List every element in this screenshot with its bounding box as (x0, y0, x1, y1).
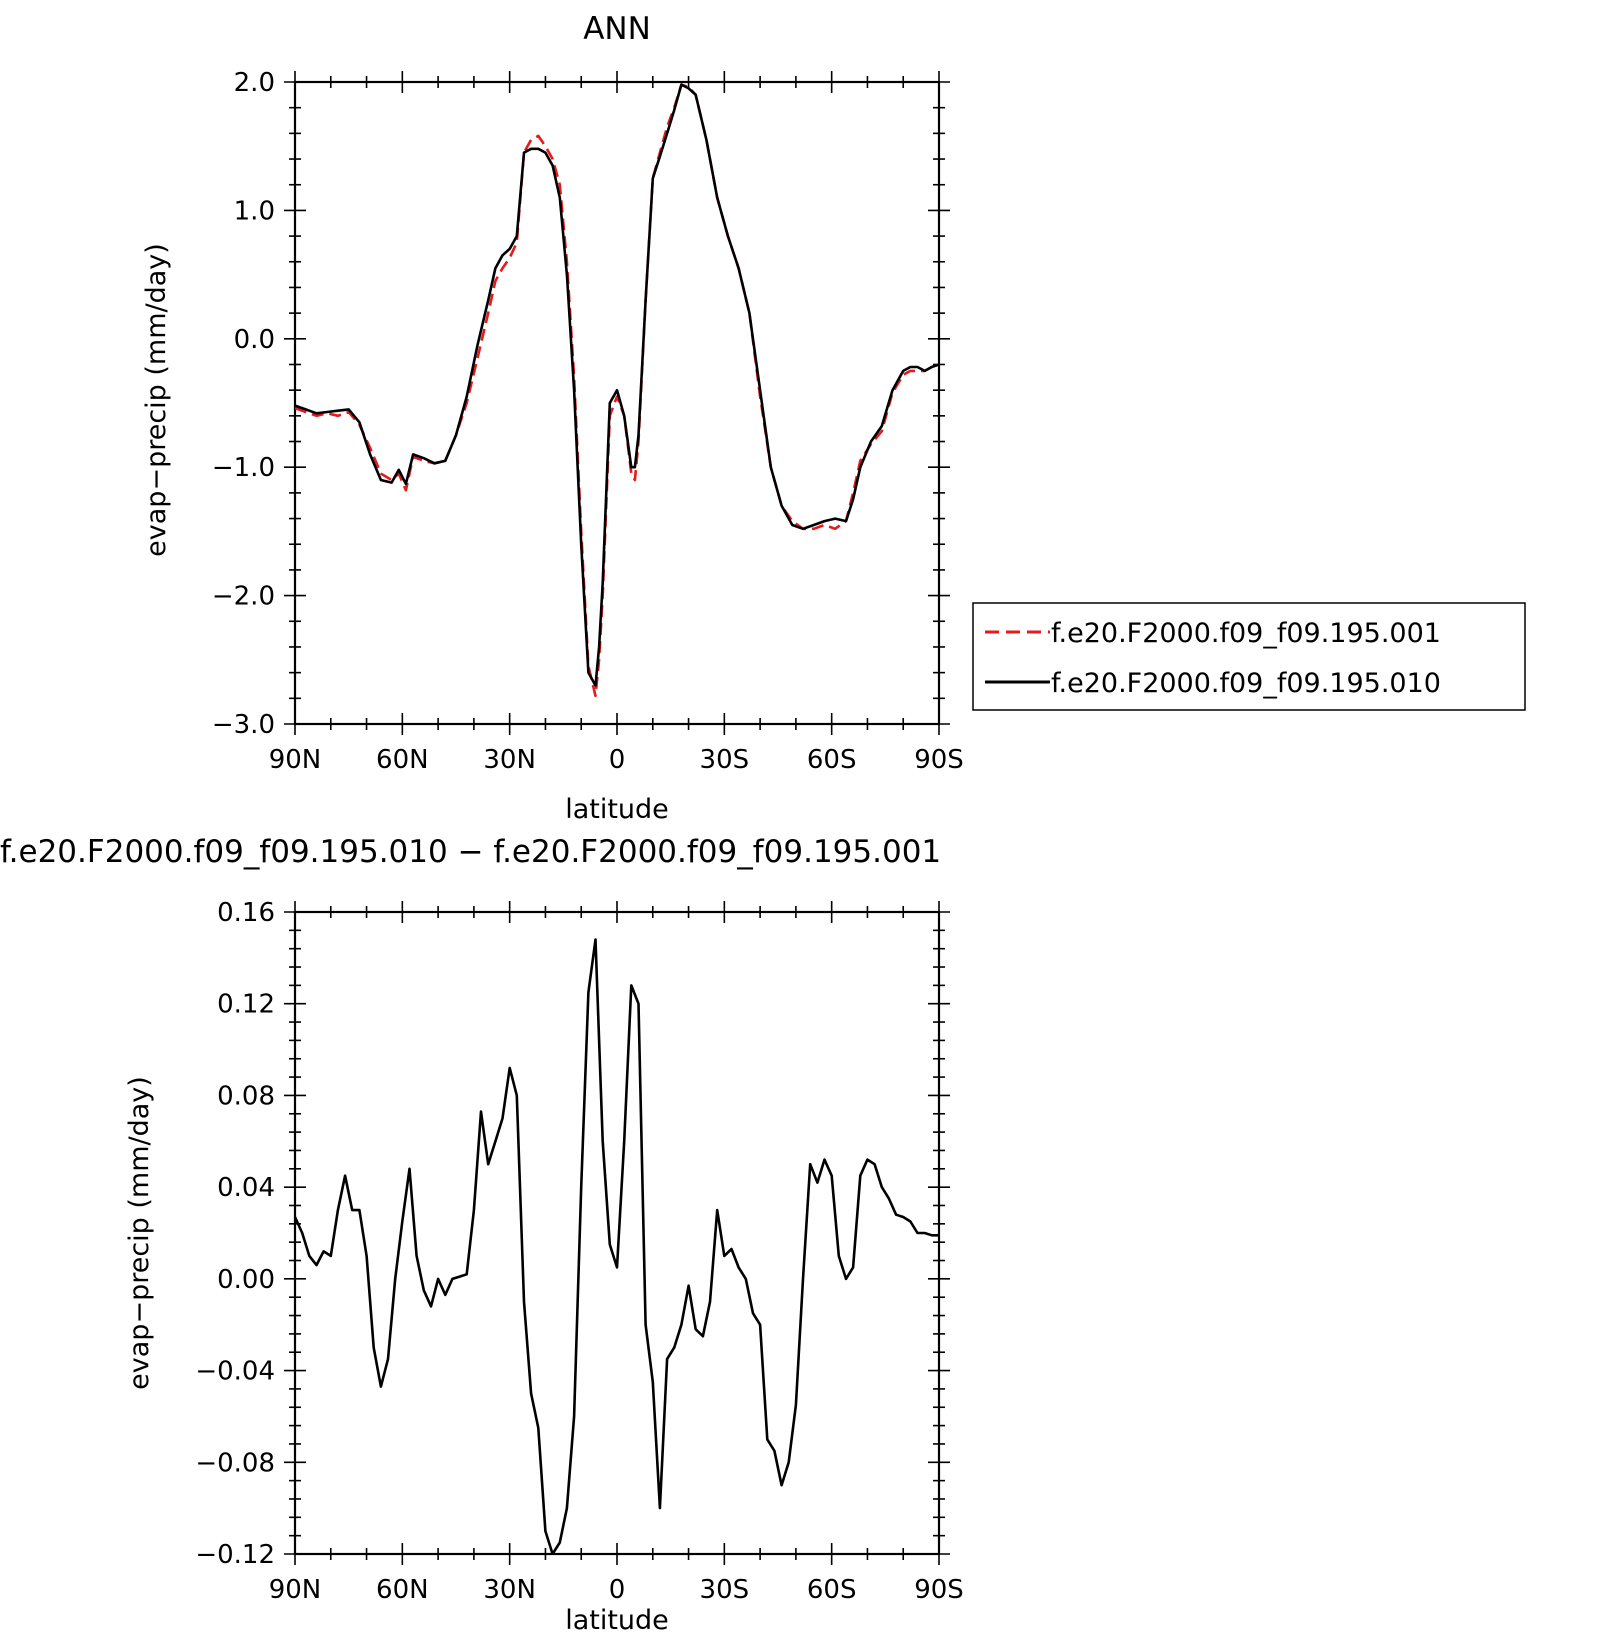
legend-box (972, 602, 1526, 711)
bottom-x-tick-label: 90S (914, 1575, 964, 1605)
top-panel: ANN latitude evap−precip (mm/day) 90N 60N… (141, 11, 1526, 825)
top-x-axis-title: latitude (565, 794, 669, 825)
bottom-plot-frame (293, 910, 941, 1556)
top-x-tick-label: 30N (483, 745, 536, 775)
top-plot-title: ANN (583, 11, 651, 47)
bottom-y-tick-label: 0.04 (217, 1173, 275, 1203)
top-y-tick-label: −2.0 (212, 582, 275, 612)
bottom-y-axis-title: evap−precip (mm/day) (124, 1076, 155, 1390)
top-x-tick-label: 30S (700, 745, 750, 775)
top-y-axis-title: evap−precip (mm/day) (141, 243, 172, 557)
top-y-tick-label: 1.0 (234, 196, 275, 226)
top-y-tick-label: 0.0 (234, 325, 275, 355)
top-x-tick-label: 90S (914, 745, 964, 775)
legend-label-series-001: f.e20.F2000.f09_f09.195.001 (1051, 618, 1441, 649)
bottom-y-tick-label: 0.08 (217, 1081, 275, 1111)
bottom-x-tick-label: 30S (700, 1575, 750, 1605)
bottom-x-tick-label: 60S (807, 1575, 857, 1605)
top-x-tick-label: 60N (376, 745, 429, 775)
top-y-tick-label: 2.0 (234, 68, 275, 98)
bottom-y-tick-label: 0.00 (217, 1265, 275, 1295)
bottom-y-tick-label: −0.12 (195, 1540, 275, 1570)
top-y-tick-label: −3.0 (212, 710, 275, 740)
top-x-tick-label: 60S (807, 745, 857, 775)
top-plot-frame (293, 80, 941, 726)
bottom-x-tick-label: 90N (269, 1575, 322, 1605)
bottom-x-axis-title: latitude (565, 1605, 669, 1635)
bottom-plot-title: f.e20.F2000.f09_f09.195.010 − f.e20.F200… (0, 834, 941, 870)
bottom-y-tick-label: 0.16 (217, 898, 275, 928)
top-legend: f.e20.F2000.f09_f09.195.001 f.e20.F2000.… (972, 602, 1526, 711)
bottom-panel: f.e20.F2000.f09_f09.195.010 − f.e20.F200… (0, 834, 964, 1635)
bottom-series-line-1 (295, 938, 939, 1554)
bottom-y-tick-label: 0.12 (217, 990, 275, 1020)
top-series-line-2 (295, 83, 939, 687)
bottom-x-tick-label: 0 (609, 1575, 626, 1605)
bottom-y-tick-label: −0.08 (195, 1448, 275, 1478)
top-x-tick-label: 90N (269, 745, 322, 775)
top-x-tick-label: 0 (609, 745, 626, 775)
bottom-plot-area: 90N 60N 30N 0 30S 60S 90S 0.16 0.12 0.08 0.04 0.00 −… (195, 898, 963, 1605)
bottom-x-tick-label: 30N (483, 1575, 536, 1605)
bottom-y-tick-label: −0.04 (195, 1357, 275, 1387)
bottom-x-tick-label: 60N (376, 1575, 429, 1605)
legend-label-series-010: f.e20.F2000.f09_f09.195.010 (1051, 668, 1441, 699)
top-series-line-1 (295, 83, 939, 698)
top-y-tick-label: −1.0 (212, 453, 275, 483)
top-plot-area: 90N 60N 30N 0 30S 60S 90S 2.0 1.0 0.0 −1.0 −2.0 −3.0 (212, 68, 964, 775)
